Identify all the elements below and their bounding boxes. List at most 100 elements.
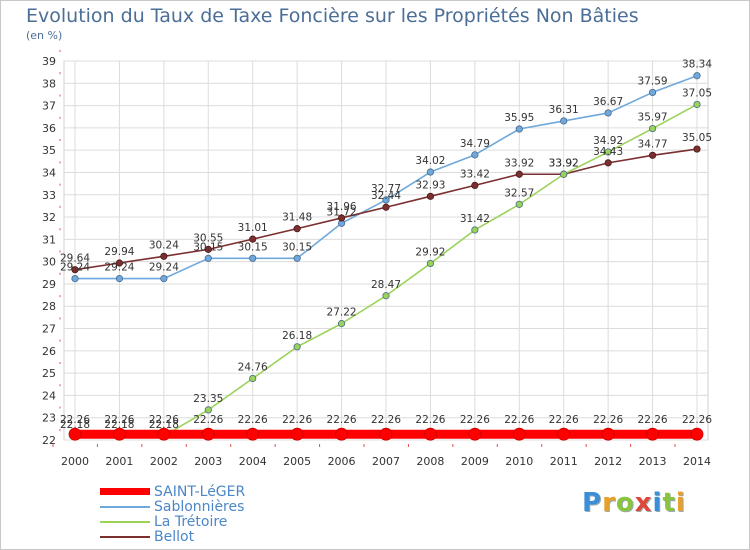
- x-tick-label: 2002: [150, 455, 178, 468]
- x-tick-label: 2005: [283, 455, 311, 468]
- data-point: [249, 235, 257, 243]
- data-label: 22.26: [682, 414, 712, 426]
- data-label: 22.26: [149, 414, 179, 426]
- data-point: [337, 320, 346, 328]
- brand-letter: x: [634, 488, 653, 518]
- data-point: [290, 427, 304, 441]
- y-tick-label: 31: [42, 233, 56, 246]
- y-tick-label: 39: [42, 55, 56, 68]
- data-label: 22.18: [60, 419, 90, 431]
- chart-title: Evolution du Taux de Taxe Foncière sur l…: [26, 5, 639, 27]
- data-label: 36.31: [549, 104, 579, 116]
- y-tick-label: 38: [42, 77, 56, 90]
- data-point: [560, 170, 568, 178]
- legend-swatch: [100, 535, 150, 538]
- data-label: 22.26: [282, 414, 312, 426]
- data-label: 22.26: [415, 414, 445, 426]
- legend-label: Bellot: [154, 528, 195, 545]
- brand-letter: o: [615, 488, 635, 518]
- legend-swatch: [100, 520, 150, 523]
- data-point: [557, 427, 571, 441]
- data-label: 22.26: [104, 414, 134, 426]
- data-point: [379, 427, 393, 441]
- legend-swatch: [100, 505, 150, 508]
- data-label: 34.92: [593, 135, 623, 147]
- legend-item: Sablonnières: [100, 498, 245, 515]
- data-point: [471, 181, 479, 190]
- data-point: [604, 109, 612, 117]
- data-label: 30.15: [238, 241, 268, 253]
- legend-label: SAINT-LéGER: [154, 483, 246, 500]
- data-point: [160, 252, 168, 260]
- data-label: 31.96: [327, 201, 357, 213]
- data-point: [512, 427, 526, 441]
- data-point: [471, 151, 479, 159]
- data-label: 32.93: [415, 179, 445, 191]
- legend-item: Bellot: [100, 528, 245, 545]
- data-label: 22.26: [504, 414, 534, 426]
- data-label: 33.92: [549, 157, 579, 169]
- data-point: [382, 292, 390, 300]
- x-tick-label: 2008: [416, 455, 444, 468]
- y-tick-label: 33: [42, 189, 56, 202]
- data-point: [71, 274, 79, 283]
- y-tick-label: 22: [42, 434, 56, 447]
- legend-label: Sablonnières: [154, 498, 245, 515]
- data-label: 35.95: [504, 112, 534, 124]
- y-tick-label: 28: [42, 300, 56, 313]
- y-tick-label: 34: [42, 166, 56, 179]
- x-tick-label: 2006: [328, 455, 356, 468]
- data-label: 22.26: [327, 414, 357, 426]
- data-label: 31.72: [327, 206, 357, 218]
- data-point: [604, 159, 612, 167]
- y-tick-label: 37: [42, 100, 56, 113]
- legend-label: La Trétoire: [154, 513, 228, 530]
- data-label: 30.55: [193, 232, 223, 244]
- legend-swatch: [100, 488, 150, 495]
- data-label: 29.24: [104, 262, 134, 274]
- data-point: [113, 427, 126, 441]
- data-label: 22.26: [593, 414, 623, 426]
- data-label: 22.26: [193, 414, 223, 426]
- data-label: 26.18: [282, 330, 312, 342]
- data-label: 29.64: [60, 253, 90, 265]
- y-tick-label: 27: [42, 323, 56, 336]
- data-label: 27.22: [327, 307, 357, 319]
- data-label: 29.24: [60, 262, 90, 274]
- data-label: 22.26: [371, 414, 401, 426]
- data-point: [648, 88, 657, 97]
- data-label: 37.05: [682, 87, 712, 99]
- data-label: 34.43: [593, 146, 623, 158]
- x-tick-label: 2013: [639, 455, 667, 468]
- data-point: [693, 145, 701, 153]
- data-point: [204, 406, 212, 414]
- brand-letter: i: [652, 488, 663, 518]
- data-point: [560, 117, 568, 125]
- brand-letter: i: [675, 488, 686, 518]
- legend-item: La Trétoire: [100, 513, 245, 530]
- data-labels: 29.24 29.24 29.24 30.15 30.15 30.15 31.72 32.77…: [60, 59, 712, 431]
- data-point: [293, 254, 301, 262]
- data-point: [335, 427, 348, 441]
- data-point: [115, 259, 124, 267]
- data-label: 31.42: [460, 213, 490, 225]
- data-point: [515, 170, 523, 178]
- data-point: [648, 151, 657, 159]
- y-tick-label: 23: [42, 412, 56, 425]
- data-point: [515, 200, 523, 208]
- data-label: 33.92: [549, 157, 579, 169]
- data-label: 31.48: [282, 212, 312, 224]
- y-tick-label: 26: [42, 345, 56, 358]
- data-point: [249, 254, 257, 262]
- data-label: 35.97: [638, 112, 668, 124]
- data-point: [693, 100, 701, 109]
- legend: SAINT-LéGER Sablonnières La Trétoire Bellot: [100, 483, 246, 545]
- data-label: 31.01: [238, 222, 268, 234]
- data-label: 32.57: [504, 187, 534, 199]
- y-tick-label: 35: [42, 144, 56, 157]
- brand-letter: r: [602, 488, 616, 518]
- data-point: [693, 72, 701, 80]
- data-point: [293, 225, 301, 233]
- data-label: 28.47: [371, 279, 401, 291]
- data-label: 34.77: [638, 138, 668, 150]
